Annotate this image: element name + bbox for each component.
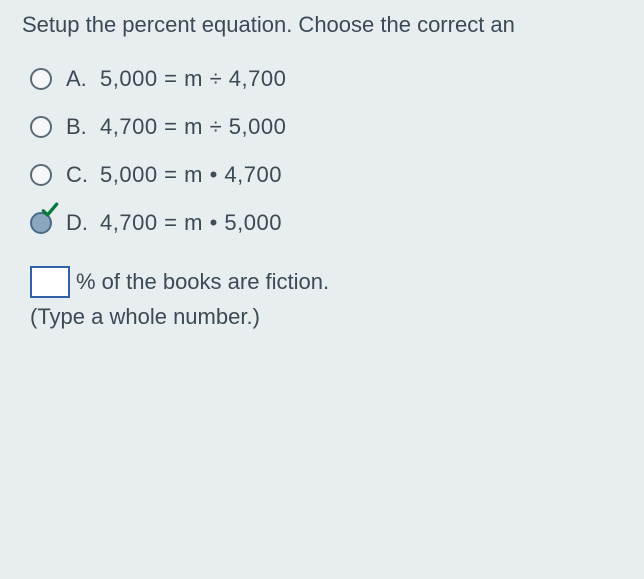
radio-d[interactable] — [30, 212, 52, 234]
option-letter: B. — [66, 114, 100, 140]
option-equation: 5,000 = m • 4,700 — [100, 162, 282, 188]
fill-in-section: % of the books are fiction. (Type a whol… — [30, 266, 644, 330]
percent-input[interactable] — [30, 266, 70, 298]
option-b[interactable]: B. 4,700 = m ÷ 5,000 — [30, 114, 644, 140]
radio-c[interactable] — [30, 164, 52, 186]
option-letter: A. — [66, 66, 100, 92]
option-equation: 4,700 = m • 5,000 — [100, 210, 282, 236]
option-equation: 5,000 = m ÷ 4,700 — [100, 66, 286, 92]
option-letter: C. — [66, 162, 100, 188]
checkmark-icon — [40, 200, 60, 220]
radio-b[interactable] — [30, 116, 52, 138]
option-a[interactable]: A. 5,000 = m ÷ 4,700 — [30, 66, 644, 92]
radio-a[interactable] — [30, 68, 52, 90]
option-c[interactable]: C. 5,000 = m • 4,700 — [30, 162, 644, 188]
fill-instruction: (Type a whole number.) — [30, 304, 644, 330]
options-group: A. 5,000 = m ÷ 4,700 B. 4,700 = m ÷ 5,00… — [30, 66, 644, 236]
option-d[interactable]: D. 4,700 = m • 5,000 — [30, 210, 644, 236]
fill-suffix: % of the books are fiction. — [76, 269, 329, 295]
question-prompt: Setup the percent equation. Choose the c… — [22, 12, 644, 38]
option-equation: 4,700 = m ÷ 5,000 — [100, 114, 286, 140]
option-letter: D. — [66, 210, 100, 236]
